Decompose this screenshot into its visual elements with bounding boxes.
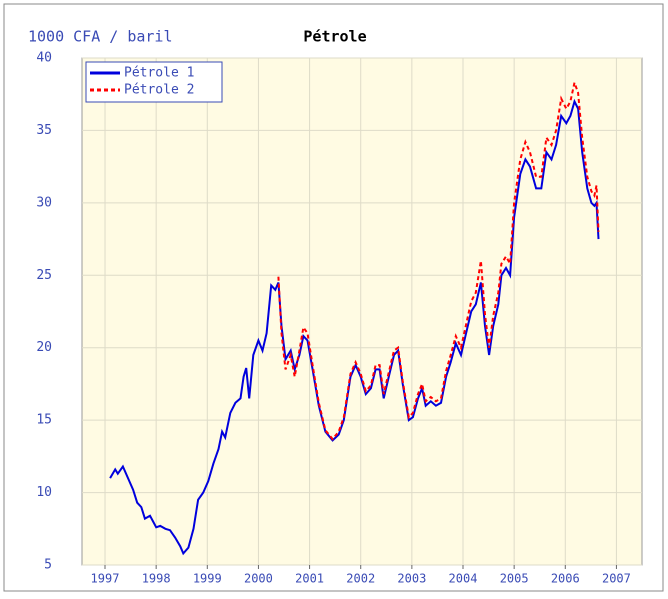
chart-title: Pétrole bbox=[303, 28, 366, 46]
x-tick-label: 2002 bbox=[346, 572, 375, 586]
line-series bbox=[277, 78, 600, 441]
x-tick-label: 1999 bbox=[193, 572, 222, 586]
y-tick-label: 5 bbox=[44, 558, 52, 573]
x-tick-label: 2003 bbox=[397, 572, 426, 586]
y-tick-label: 30 bbox=[36, 195, 52, 210]
legend-label: Pétrole 2 bbox=[124, 83, 194, 98]
x-tick-label: 2005 bbox=[500, 572, 529, 586]
legend-label: Pétrole 1 bbox=[124, 66, 194, 81]
x-tick-label: 2006 bbox=[551, 572, 580, 586]
y-axis-label: 1000 CFA / baril bbox=[28, 28, 173, 46]
y-tick-label: 35 bbox=[36, 123, 52, 138]
x-tick-label: 2004 bbox=[449, 572, 478, 586]
x-tick-label: 1997 bbox=[91, 572, 120, 586]
x-tick-label: 2007 bbox=[602, 572, 631, 586]
x-tick-label: 1998 bbox=[142, 572, 171, 586]
y-tick-label: 20 bbox=[36, 340, 52, 355]
y-tick-label: 40 bbox=[36, 51, 52, 66]
plot-area bbox=[81, 57, 643, 566]
y-tick-label: 15 bbox=[36, 413, 52, 428]
y-tick-label: 25 bbox=[36, 268, 52, 283]
y-tick-label: 10 bbox=[36, 485, 52, 500]
line-series bbox=[109, 98, 600, 556]
legend-box bbox=[85, 61, 223, 103]
x-tick-label: 2000 bbox=[244, 572, 273, 586]
x-tick-label: 2001 bbox=[295, 572, 324, 586]
